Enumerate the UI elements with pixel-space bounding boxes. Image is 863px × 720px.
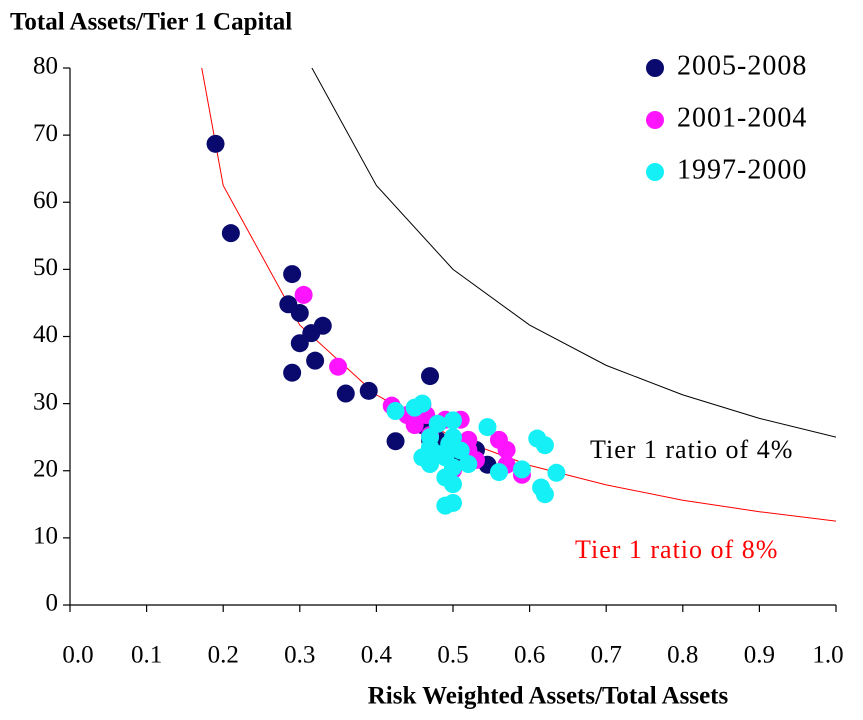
point xyxy=(440,434,459,453)
x-tick-label: 0.6 xyxy=(514,642,545,669)
x-tick-label: 0.9 xyxy=(744,642,775,669)
point xyxy=(512,460,531,479)
x-tick-label: 1.0 xyxy=(812,642,843,669)
legend-label: 2005-2008 xyxy=(677,50,807,81)
point xyxy=(313,316,332,335)
point xyxy=(547,463,566,482)
y-tick-label: 10 xyxy=(33,523,58,550)
curve-label: Tier 1 ratio of 8% xyxy=(575,535,778,564)
reference-curve xyxy=(311,68,836,438)
x-tick-label: 0.5 xyxy=(437,642,468,669)
legend-label: 1997-2000 xyxy=(677,154,807,185)
x-tick-label: 0.0 xyxy=(62,642,93,669)
legend-marker xyxy=(646,111,664,129)
point xyxy=(329,357,348,376)
x-tick-label: 0.4 xyxy=(361,642,393,669)
y-tick-label: 80 xyxy=(33,53,58,80)
point xyxy=(290,304,309,323)
legend-marker xyxy=(646,59,664,77)
point xyxy=(444,411,462,430)
point xyxy=(444,475,462,494)
point xyxy=(221,224,240,243)
point xyxy=(386,432,405,451)
point xyxy=(535,485,554,504)
legend-marker xyxy=(646,163,664,181)
point xyxy=(421,367,440,386)
point xyxy=(206,134,225,153)
point xyxy=(336,384,355,403)
y-tick-label: 50 xyxy=(33,254,58,281)
point xyxy=(283,265,302,284)
point xyxy=(489,463,508,482)
point xyxy=(497,440,516,459)
point xyxy=(306,351,325,370)
point xyxy=(283,363,302,382)
curve-label: Tier 1 ratio of 4% xyxy=(590,435,793,464)
y-tick-label: 0 xyxy=(46,590,59,617)
point xyxy=(478,418,497,437)
x-axis-title: Risk Weighted Assets/Total Assets xyxy=(368,683,729,710)
point xyxy=(444,493,462,512)
point xyxy=(459,455,478,474)
point xyxy=(359,381,378,400)
x-tick-label: 0.7 xyxy=(591,642,622,669)
y-tick-label: 60 xyxy=(33,187,58,214)
y-axis-title: Total Assets/Tier 1 Capital xyxy=(10,9,292,36)
point xyxy=(413,394,432,413)
point xyxy=(428,414,447,433)
point xyxy=(386,402,405,421)
y-tick-label: 70 xyxy=(33,120,58,147)
x-tick-label: 0.8 xyxy=(667,642,698,669)
point xyxy=(444,458,462,477)
reference-curve xyxy=(201,68,836,522)
legend-label: 2001-2004 xyxy=(677,102,807,133)
point xyxy=(535,436,554,455)
point xyxy=(294,285,313,304)
point xyxy=(421,428,440,447)
y-tick-label: 20 xyxy=(33,455,58,482)
x-tick-label: 0.2 xyxy=(208,642,239,669)
y-tick-label: 30 xyxy=(33,388,58,415)
x-tick-label: 0.3 xyxy=(284,642,315,669)
y-tick-label: 40 xyxy=(33,321,58,348)
x-tick-label: 0.1 xyxy=(131,642,162,669)
